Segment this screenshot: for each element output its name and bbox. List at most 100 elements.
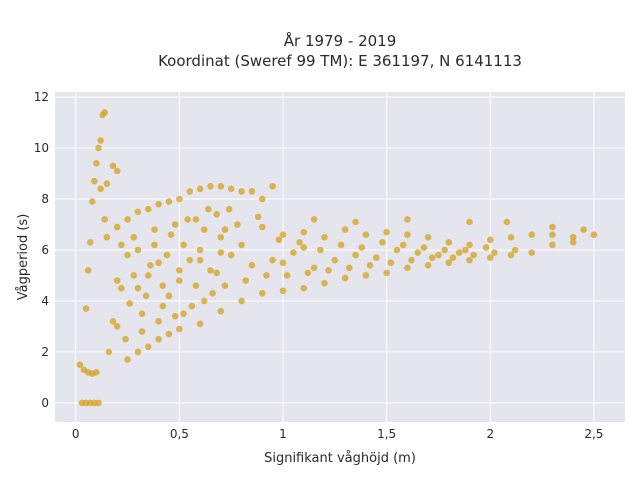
data-point xyxy=(462,246,469,254)
data-point xyxy=(155,318,162,325)
data-point xyxy=(242,277,249,284)
data-point xyxy=(269,182,276,190)
data-point xyxy=(507,251,515,259)
data-point xyxy=(155,335,162,343)
data-point xyxy=(147,261,154,269)
data-point xyxy=(196,256,204,264)
data-point xyxy=(404,216,411,223)
data-point xyxy=(217,233,225,241)
data-point xyxy=(507,233,515,241)
data-point xyxy=(254,213,262,221)
data-point xyxy=(213,211,220,218)
data-point xyxy=(225,205,233,213)
data-point xyxy=(455,249,463,256)
data-point xyxy=(95,399,102,407)
data-point xyxy=(296,239,303,246)
data-point xyxy=(167,231,175,239)
data-point xyxy=(549,223,556,231)
data-point xyxy=(144,272,152,279)
data-point xyxy=(97,185,104,193)
data-point xyxy=(207,182,214,190)
data-point xyxy=(124,356,131,363)
data-point xyxy=(184,216,191,223)
data-point xyxy=(176,195,183,203)
data-point xyxy=(234,221,241,228)
data-point xyxy=(95,144,102,152)
data-point xyxy=(404,264,411,272)
data-point xyxy=(93,369,100,376)
data-point xyxy=(304,269,312,277)
y-tick-label: 0 xyxy=(41,396,49,410)
data-point xyxy=(134,348,142,356)
data-point xyxy=(269,256,276,264)
data-point xyxy=(383,269,390,277)
data-point xyxy=(188,302,196,310)
data-point xyxy=(549,241,556,249)
data-point xyxy=(165,292,173,300)
x-axis-label: Signifikant våghöjd (m) xyxy=(264,451,416,466)
data-point xyxy=(192,216,200,223)
data-point xyxy=(165,198,173,205)
data-point xyxy=(414,249,422,256)
data-point xyxy=(310,216,318,223)
data-point xyxy=(399,241,407,249)
data-point xyxy=(528,231,536,239)
data-point xyxy=(379,239,386,246)
x-tick-label: 0,5 xyxy=(170,427,189,441)
data-point xyxy=(290,249,297,256)
data-point xyxy=(118,284,125,292)
data-point xyxy=(113,323,121,330)
data-point xyxy=(227,185,235,193)
data-point xyxy=(113,223,121,231)
data-point xyxy=(176,267,183,274)
y-axis-label: Vågperiod (s) xyxy=(16,214,31,301)
y-tick-label: 8 xyxy=(41,192,49,206)
data-point xyxy=(103,233,111,241)
data-point xyxy=(151,226,158,233)
data-point xyxy=(341,274,349,282)
data-point xyxy=(113,167,121,175)
data-point xyxy=(93,160,100,167)
data-point xyxy=(134,284,142,292)
data-point xyxy=(105,348,113,356)
data-point xyxy=(101,216,109,223)
data-point xyxy=(151,241,158,249)
data-point xyxy=(503,218,511,226)
data-point xyxy=(248,261,256,269)
data-point xyxy=(171,221,179,228)
data-point xyxy=(109,162,117,170)
data-point xyxy=(486,254,494,261)
data-point xyxy=(176,325,183,333)
data-point xyxy=(200,297,208,305)
data-point xyxy=(325,267,332,274)
data-point xyxy=(300,244,308,251)
data-point xyxy=(159,282,167,289)
data-point xyxy=(352,218,359,226)
data-point xyxy=(482,244,490,251)
data-point xyxy=(207,267,214,274)
data-point xyxy=(383,228,390,236)
data-point xyxy=(221,226,229,233)
data-point xyxy=(196,185,204,193)
data-point xyxy=(180,310,187,317)
data-point xyxy=(163,251,171,259)
data-point xyxy=(420,244,428,251)
data-point xyxy=(89,198,96,205)
data-point xyxy=(466,241,473,249)
data-point xyxy=(144,343,152,351)
chart-title: År 1979 - 2019 xyxy=(284,31,397,50)
data-point xyxy=(186,256,194,264)
data-point xyxy=(466,256,473,264)
data-point xyxy=(126,300,133,307)
x-tick-label: 1 xyxy=(279,427,287,441)
x-tick-label: 0 xyxy=(72,427,80,441)
data-point xyxy=(118,241,125,249)
data-point xyxy=(275,236,283,244)
data-point xyxy=(491,249,498,256)
data-point xyxy=(258,223,266,231)
data-point xyxy=(134,246,142,254)
data-point xyxy=(217,249,225,256)
data-point xyxy=(387,259,395,267)
data-point xyxy=(279,259,287,267)
data-point xyxy=(424,233,432,241)
